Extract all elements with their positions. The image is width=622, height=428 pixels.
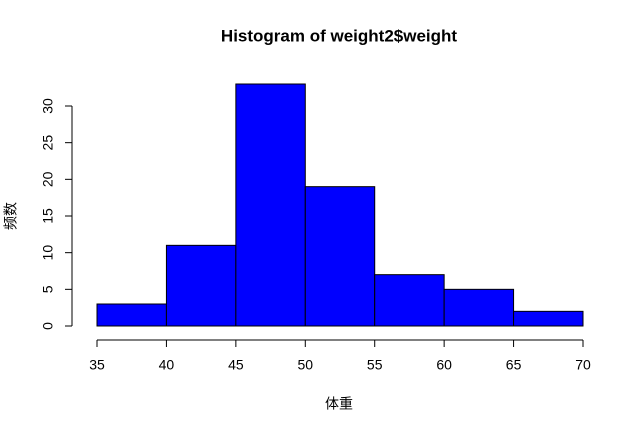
y-tick-label: 10 — [40, 245, 56, 261]
bar — [513, 310, 584, 327]
x-tick-label: 55 — [367, 357, 383, 373]
x-tick-label: 65 — [506, 357, 522, 373]
chart-title: Histogram of weight2$weight — [221, 26, 457, 45]
bar — [443, 288, 515, 327]
x-tick-label: 50 — [297, 357, 313, 373]
x-tick-label: 60 — [436, 357, 452, 373]
y-tick-label: 5 — [40, 285, 56, 293]
x-tick-label: 40 — [159, 357, 175, 373]
y-axis-label: 频数 — [3, 202, 19, 230]
y-tick-label: 15 — [40, 208, 56, 224]
y-tick-label: 30 — [40, 98, 56, 114]
y-tick-label: 20 — [40, 171, 56, 187]
y-tick-label: 0 — [40, 322, 56, 330]
x-axis-label: 体重 — [325, 396, 353, 412]
bar — [235, 83, 306, 327]
bar — [304, 186, 376, 327]
y-tick-label: 25 — [40, 135, 56, 151]
bar — [96, 303, 167, 327]
x-tick-label: 35 — [89, 357, 105, 373]
bar — [165, 244, 237, 327]
x-tick-label: 45 — [228, 357, 244, 373]
x-tick-label: 70 — [575, 357, 591, 373]
bar — [374, 274, 445, 327]
